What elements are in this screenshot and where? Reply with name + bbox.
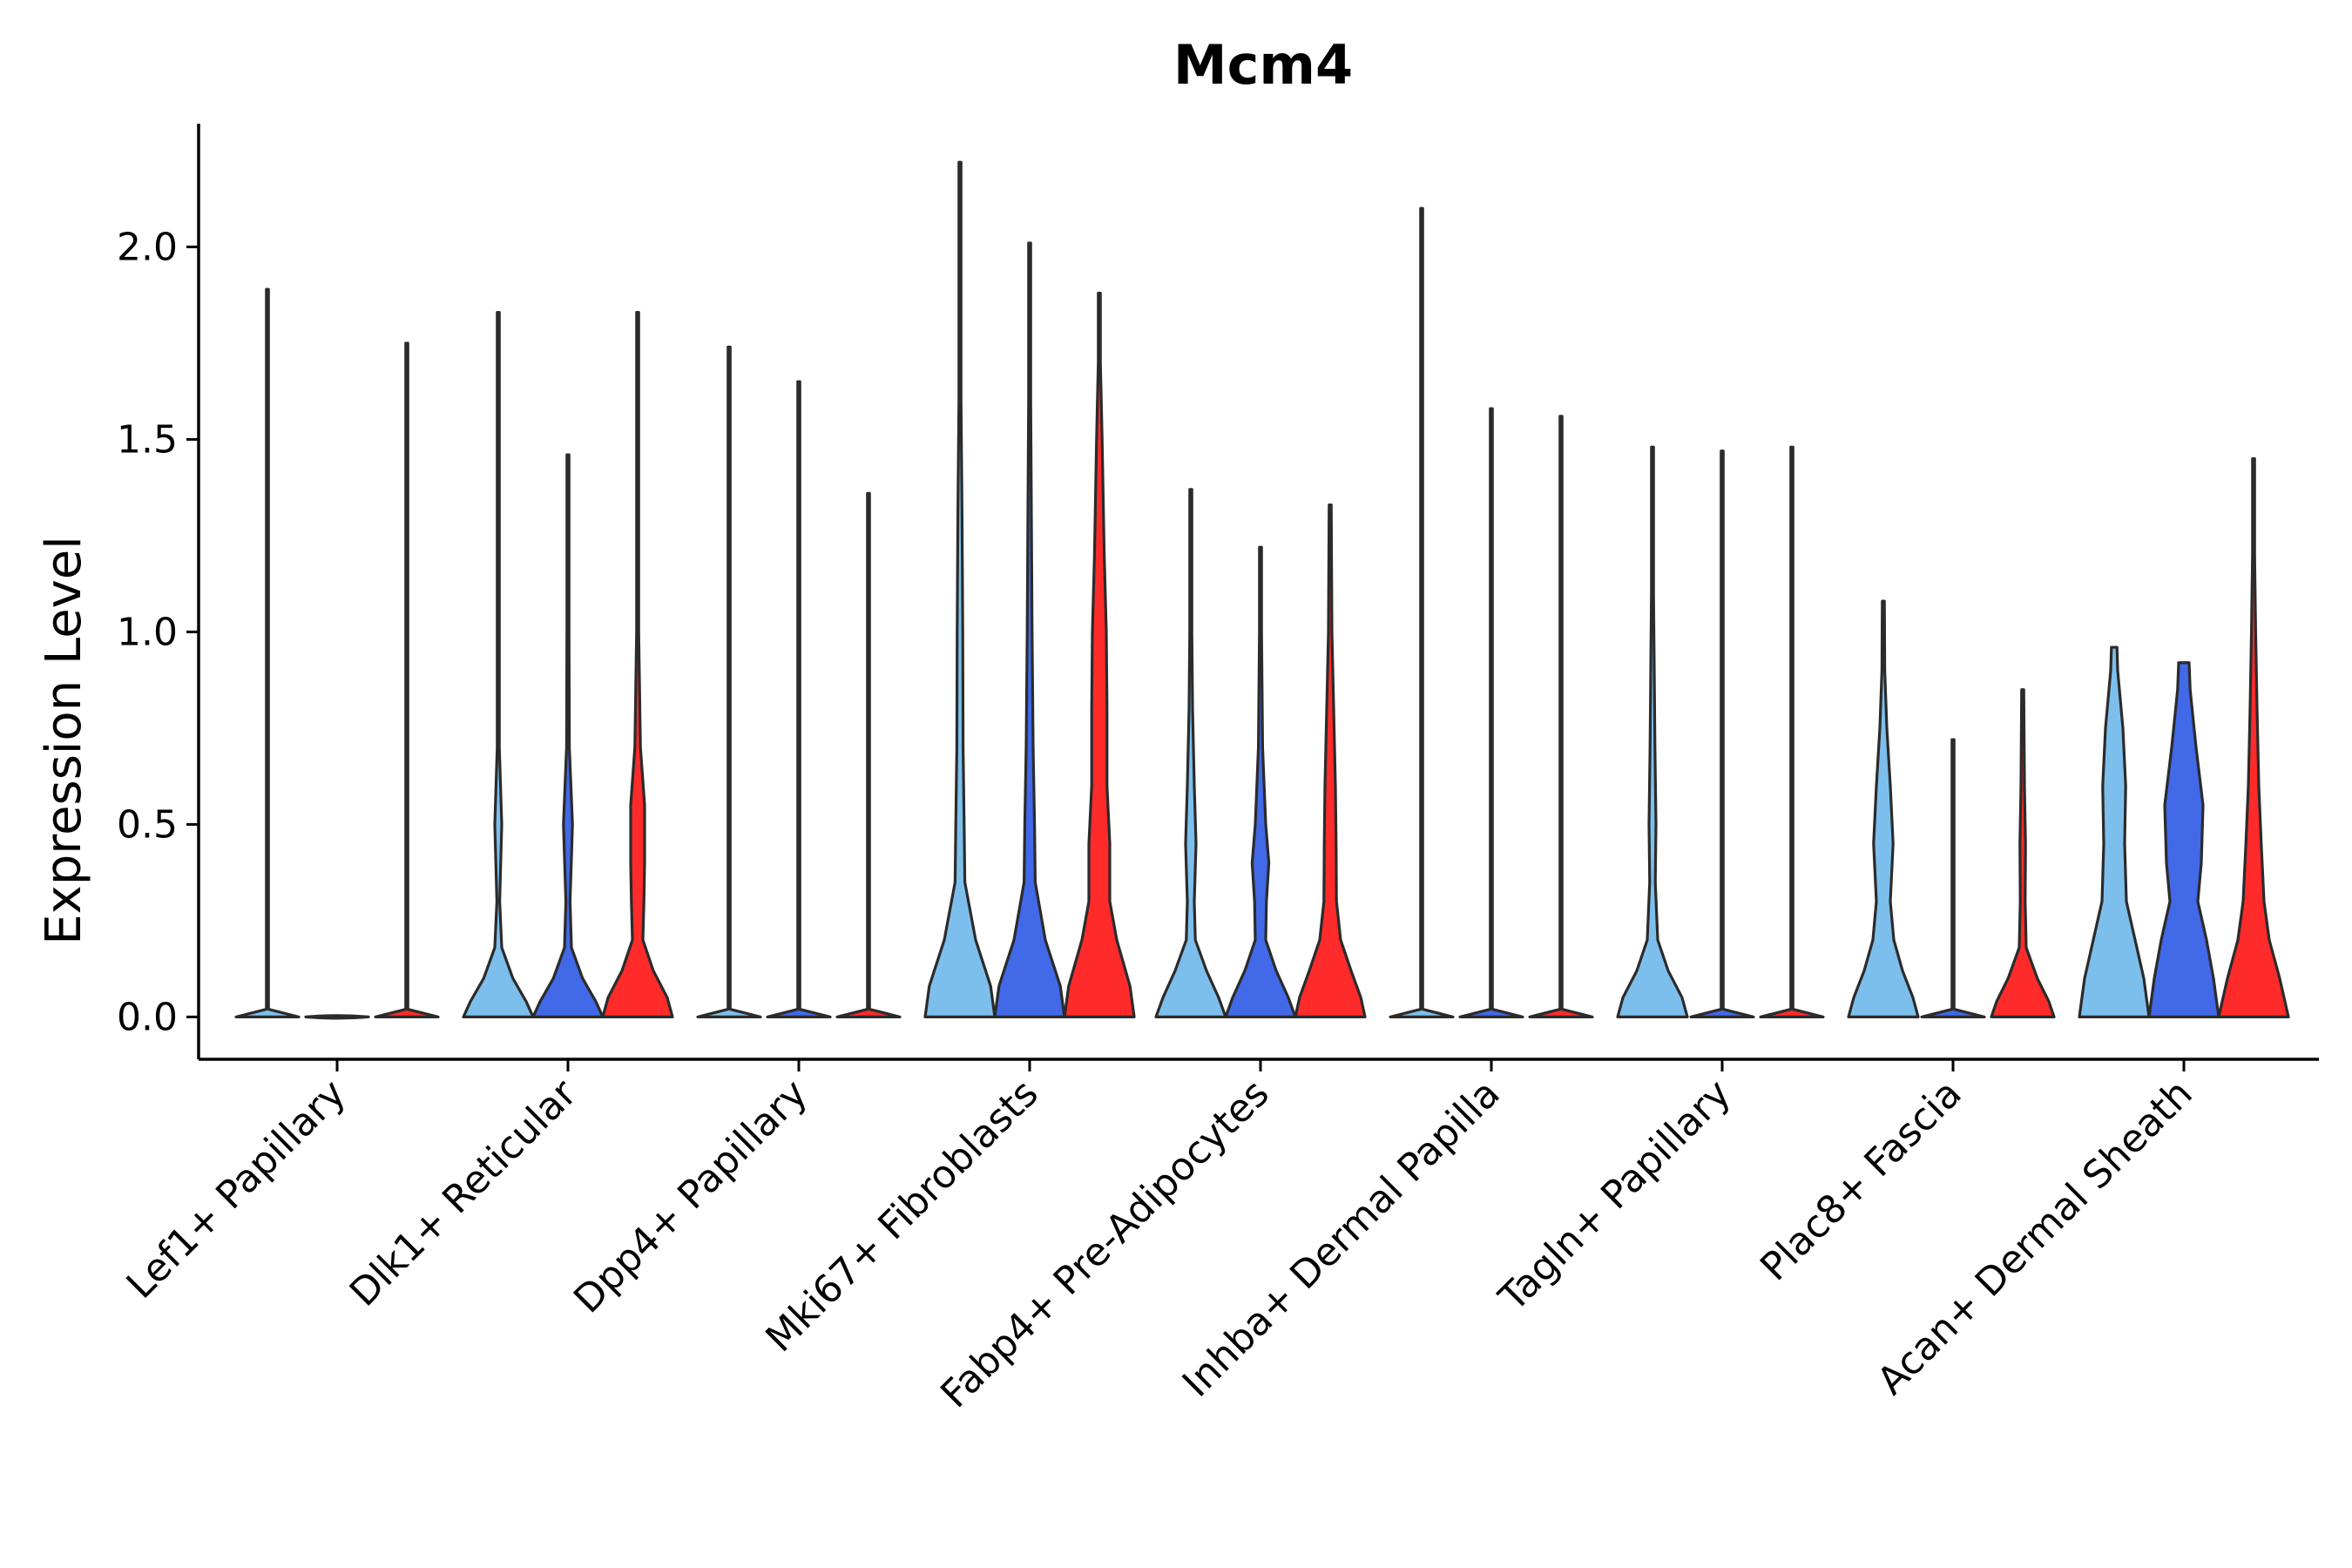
violin-group-3 xyxy=(374,341,440,1018)
violin-group-3 xyxy=(835,491,902,1018)
chart-title: Mcm4 xyxy=(1173,33,1353,97)
violin-group-3 xyxy=(2217,456,2290,1018)
violin-group-3 xyxy=(1990,688,2056,1018)
x-tick-label: Tagln+ Papillary xyxy=(1490,1071,1740,1321)
violin-group-1 xyxy=(923,160,997,1018)
violin-group-2 xyxy=(2147,661,2220,1018)
y-axis-label: Expression Level xyxy=(36,536,92,945)
violin-group-1 xyxy=(1616,445,1689,1018)
violin-group-3 xyxy=(1528,415,1594,1018)
violin-group-1 xyxy=(1154,488,1227,1018)
violin-group xyxy=(234,160,2290,1020)
y-tick-label: 2.0 xyxy=(117,225,178,269)
violin-group-2 xyxy=(1458,407,1524,1018)
x-tick-label: Dlk1+ Reticular xyxy=(341,1071,586,1315)
violin-group-3 xyxy=(601,310,674,1018)
violin-group-1 xyxy=(2078,645,2151,1018)
violin-group-3 xyxy=(1759,445,1825,1018)
violin-group-1 xyxy=(462,310,535,1018)
x-tick-label: Dpp4+ Papillary xyxy=(565,1071,816,1322)
violin-group-2 xyxy=(304,1014,370,1020)
violin-group-2 xyxy=(766,380,832,1018)
violin-group-2 xyxy=(531,453,605,1018)
x-tick-label: Plac8+ Fascia xyxy=(1752,1071,1970,1290)
violin-group-3 xyxy=(1063,291,1136,1018)
violin-group-2 xyxy=(993,241,1066,1018)
violin-group-2 xyxy=(1689,449,1755,1018)
y-ticks: 0.0 0.5 1.0 1.5 2.0 xyxy=(117,225,199,1039)
violin-group-3 xyxy=(1294,503,1367,1018)
y-tick-label: 1.0 xyxy=(117,610,178,654)
y-tick-label: 0.5 xyxy=(117,802,178,847)
axes xyxy=(197,124,2319,1061)
violin-group-1 xyxy=(234,287,301,1018)
x-tick-label: Lef1+ Papillary xyxy=(118,1071,355,1308)
violin-group-1 xyxy=(1389,206,1455,1018)
y-tick-label: 0.0 xyxy=(117,995,178,1039)
violin-group-1 xyxy=(696,345,762,1018)
y-tick-label: 1.5 xyxy=(117,417,178,462)
violin-group-1 xyxy=(1847,599,1920,1018)
violin-group-2 xyxy=(1920,738,1986,1018)
violin-group-2 xyxy=(1224,545,1297,1018)
